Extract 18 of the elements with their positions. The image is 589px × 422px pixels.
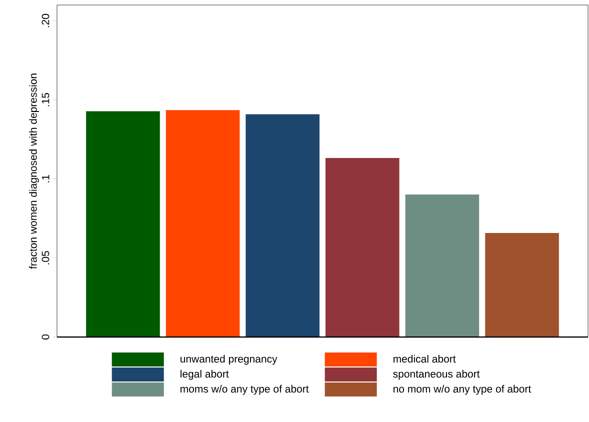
legend-label: no mom w/o any type of abort (394, 384, 532, 395)
y-tick-label: .15 (42, 92, 50, 106)
bar (246, 114, 320, 337)
bar (326, 158, 400, 337)
legend-label: unwanted pregnancy (180, 354, 278, 365)
legend-label: moms w/o any type of abort (180, 384, 309, 395)
y-tick-label: .1 (42, 175, 50, 182)
y-tick-label: .20 (42, 14, 50, 28)
legend-label: spontaneous abort (393, 370, 480, 380)
legend-label: medical abort (394, 354, 456, 363)
y-axis-title: fracton women diagnosed with depression (29, 74, 39, 269)
y-tick-label: 0 (42, 334, 50, 340)
legend-label: legal abort (180, 370, 229, 380)
bar (485, 232, 559, 337)
bar (166, 110, 240, 337)
bar (86, 111, 160, 337)
y-tick-label: .05 (42, 251, 50, 264)
bar (405, 194, 480, 337)
